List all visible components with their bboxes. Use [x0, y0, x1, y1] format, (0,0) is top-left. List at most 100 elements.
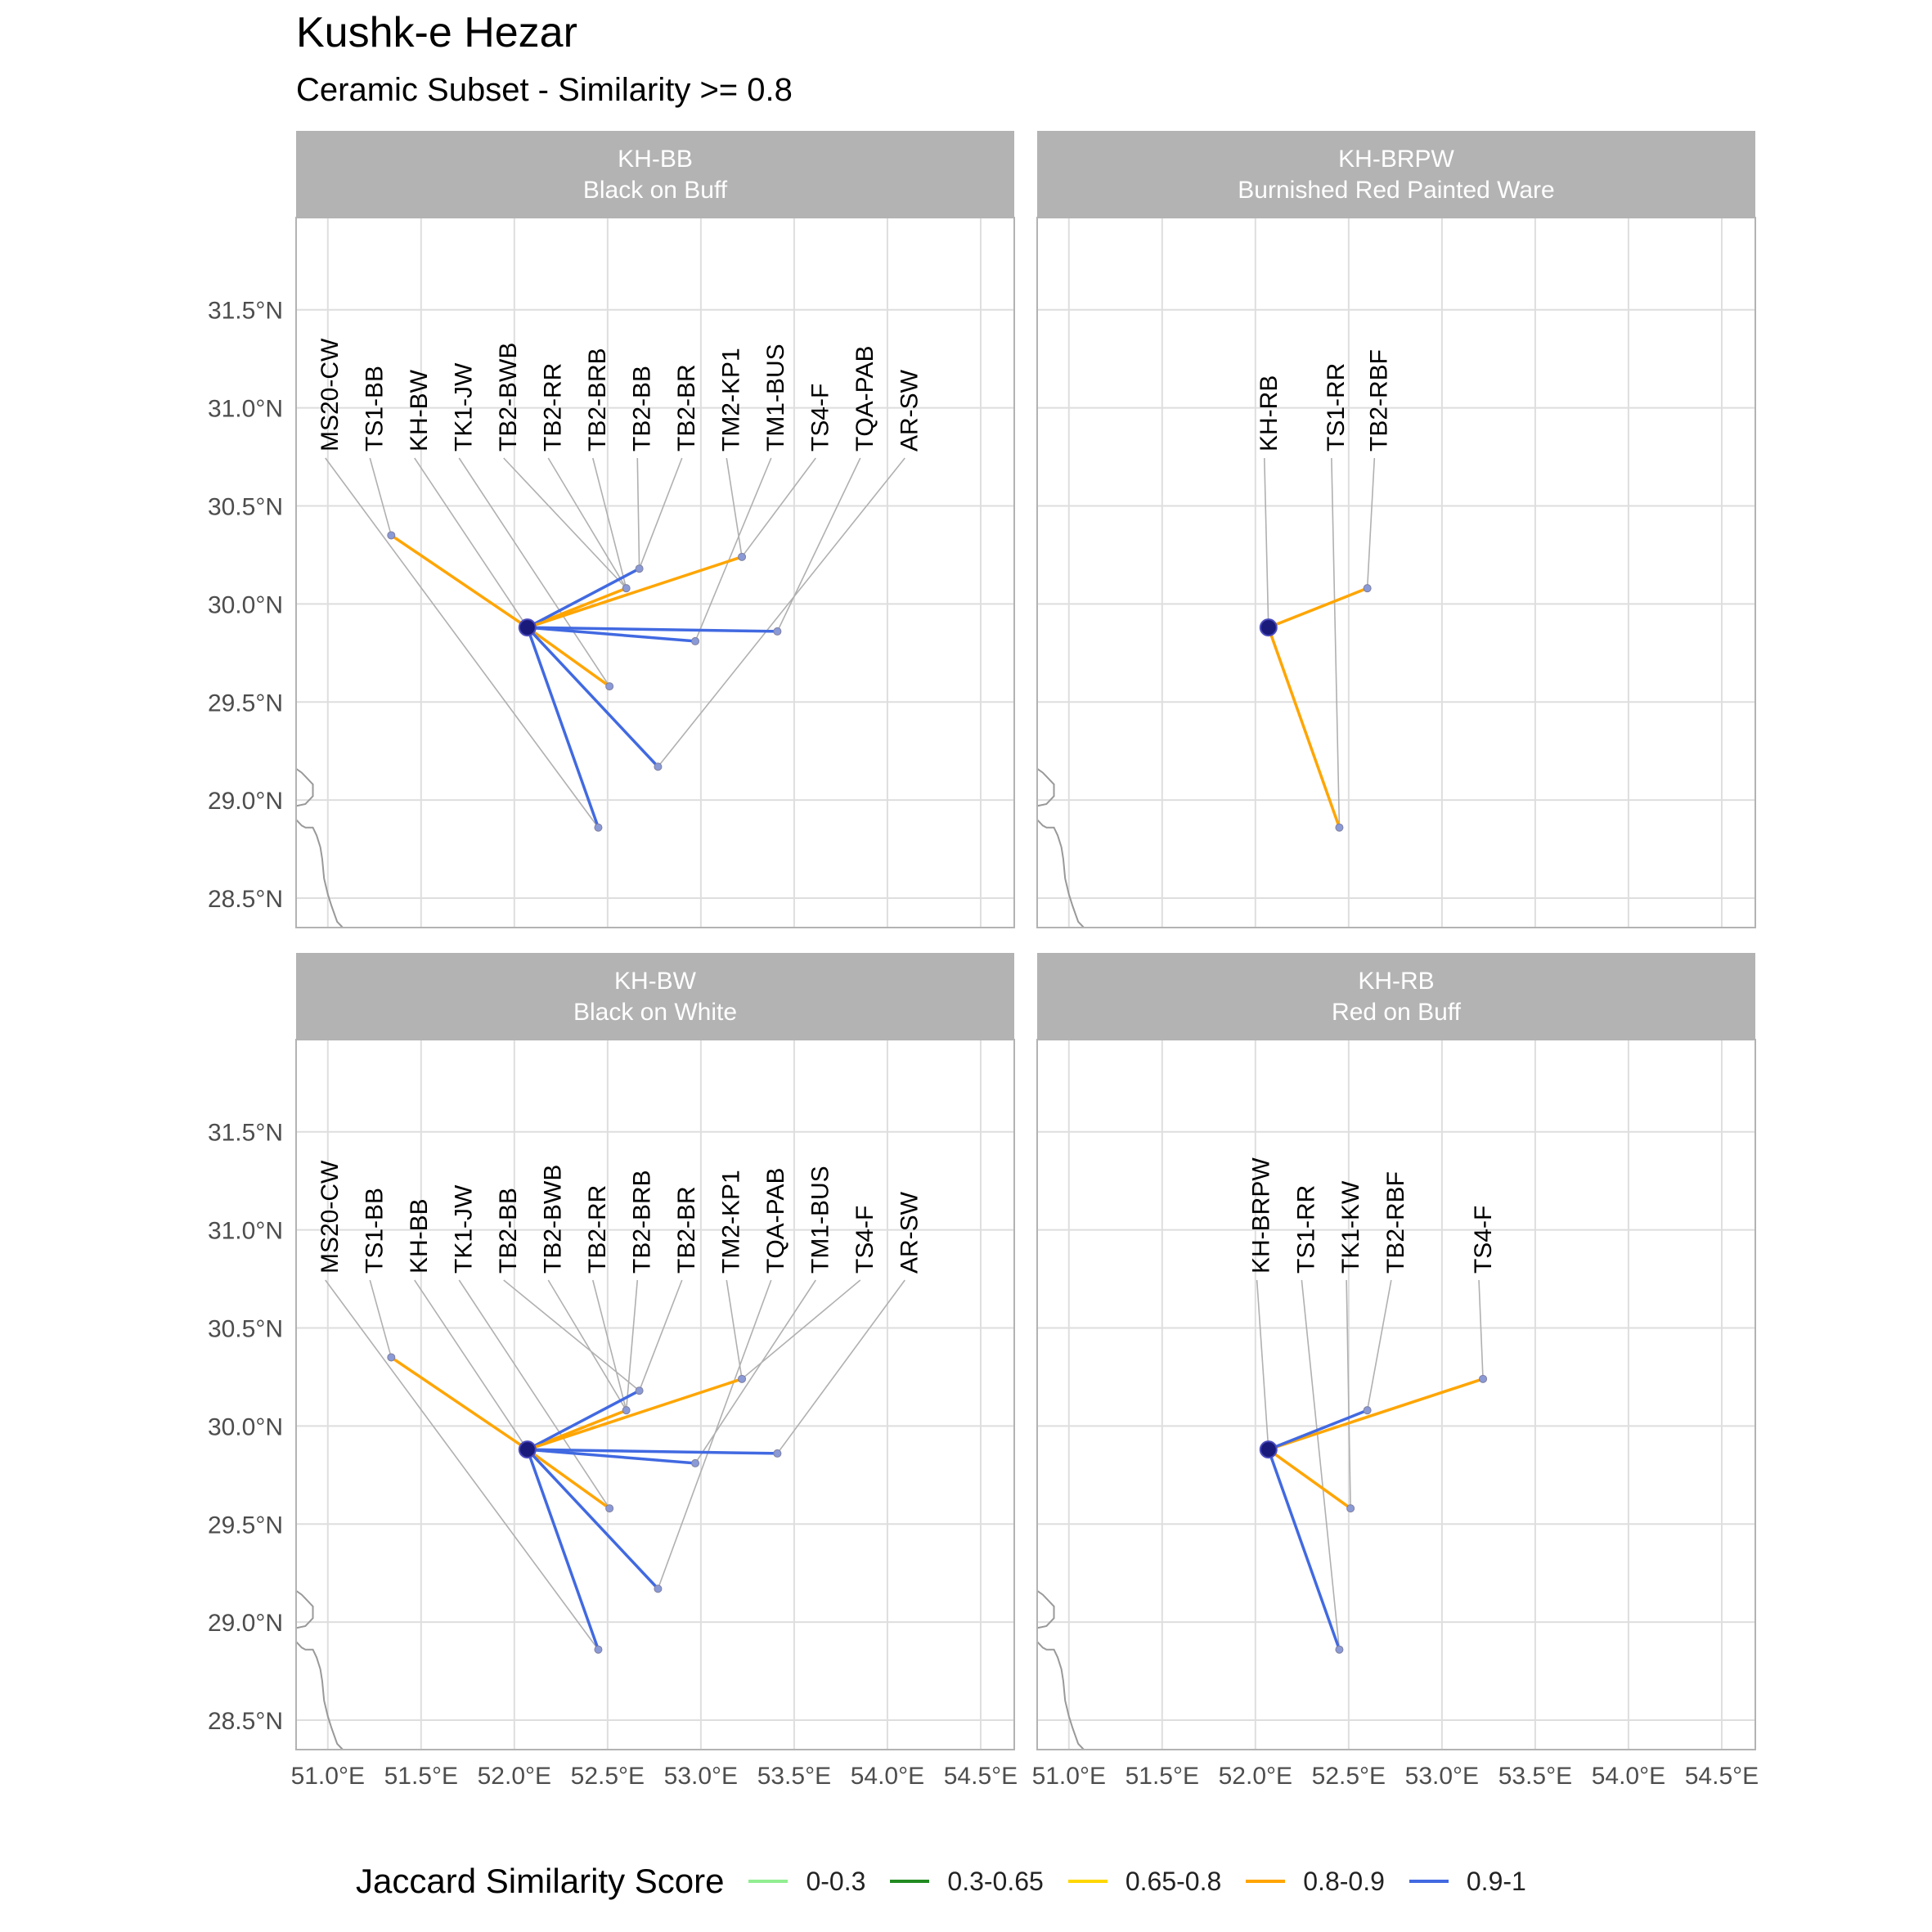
similarity-edge	[527, 555, 743, 629]
strip-subtitle: Black on Buff	[583, 177, 728, 204]
site-point	[773, 1449, 782, 1458]
similarity-edge	[527, 1448, 696, 1465]
site-label: TM2-KP1	[717, 348, 744, 452]
similarity-edge	[526, 627, 600, 829]
label-leader-line	[1301, 1279, 1341, 1650]
label-leader-line	[636, 457, 640, 569]
label-leader-line	[1366, 457, 1376, 589]
lat-tick-label: 31.5°N	[208, 1120, 283, 1147]
legend-label: 0-0.3	[806, 1866, 866, 1896]
site-point	[594, 1645, 603, 1654]
origin-point	[518, 618, 537, 637]
lat-tick-label: 30.0°N	[208, 1413, 283, 1440]
coastline	[295, 1641, 344, 1750]
lat-tick-label: 31.5°N	[208, 298, 283, 325]
lat-tick-label: 30.0°N	[208, 591, 283, 618]
site-label: TS1-BB	[361, 366, 388, 452]
label-leader-line	[1263, 457, 1269, 628]
coastline	[295, 767, 314, 807]
legend-swatch	[890, 1880, 930, 1883]
lon-tick-label: 52.0°E	[478, 1763, 551, 1790]
lon-tick-label: 53.0°E	[1405, 1763, 1479, 1790]
legend-label: 0.65-0.8	[1125, 1866, 1222, 1896]
site-label: TB2-BRB	[584, 348, 611, 452]
lat-tick-label: 30.5°N	[208, 1315, 283, 1342]
site-point	[622, 584, 631, 593]
site-label: TS1-RR	[1292, 1185, 1319, 1274]
site-label: TK1-JW	[450, 362, 477, 452]
legend-swatch	[1067, 1880, 1108, 1883]
lat-tick-label: 28.5°N	[208, 1708, 283, 1735]
label-leader-line	[414, 1279, 528, 1450]
lon-tick-label: 54.0°E	[1592, 1763, 1665, 1790]
site-label: TB2-RBF	[1365, 349, 1392, 452]
strip-title: KH-BRPW	[1338, 146, 1454, 173]
lat-tick-label: 30.5°N	[208, 493, 283, 520]
lon-tick-label: 51.0°E	[291, 1763, 365, 1790]
strip-subtitle: Burnished Red Painted Ware	[1238, 177, 1554, 204]
legend-swatch	[1246, 1880, 1286, 1883]
coastline	[1036, 1589, 1055, 1629]
lat-tick-label: 31.0°N	[208, 1218, 283, 1245]
label-leader-line	[591, 1279, 627, 1411]
site-point	[387, 531, 396, 540]
lon-tick-label: 54.0°E	[851, 1763, 924, 1790]
label-leader-line	[458, 457, 610, 687]
site-point	[1335, 1645, 1344, 1654]
site-point	[691, 636, 700, 645]
origin-point	[518, 1440, 537, 1459]
site-point	[1335, 823, 1344, 832]
site-point	[773, 627, 782, 636]
site-point	[1363, 1406, 1372, 1415]
strip-subtitle: Black on White	[573, 999, 737, 1026]
site-label: KH-BB	[406, 1198, 433, 1274]
similarity-edge	[1268, 1409, 1368, 1451]
similarity-edge	[526, 1448, 611, 1510]
site-label: MS20-CW	[317, 1160, 344, 1274]
coastline	[295, 819, 344, 928]
site-label: TB2-BWB	[495, 343, 522, 452]
similarity-edge	[526, 1448, 659, 1590]
label-leader-line	[1478, 1279, 1484, 1379]
origin-point	[1259, 618, 1278, 637]
similarity-edge	[1267, 1448, 1352, 1510]
similarity-edge	[390, 533, 528, 629]
site-point	[622, 1406, 631, 1415]
lon-tick-label: 51.5°E	[384, 1763, 458, 1790]
label-leader-line	[741, 457, 816, 558]
label-leader-line	[638, 1279, 683, 1391]
similarity-edge	[526, 626, 659, 768]
site-label: TM2-KP1	[717, 1170, 744, 1274]
legend-title: Jaccard Similarity Score	[356, 1862, 725, 1900]
site-label: TB2-BR	[673, 364, 700, 452]
label-leader-line	[503, 1279, 640, 1391]
similarity-edge	[526, 567, 640, 629]
site-label: KH-BW	[406, 369, 433, 452]
label-leader-line	[1331, 457, 1341, 828]
panel-border	[295, 217, 1015, 928]
site-label: TB2-RBF	[1382, 1171, 1409, 1274]
lat-tick-label: 28.5°N	[208, 886, 283, 913]
lon-tick-label: 54.5°E	[944, 1763, 1018, 1790]
similarity-edge	[1267, 627, 1341, 829]
legend-item-0.8-0.9: 0.8-0.9	[1246, 1867, 1385, 1897]
panel-KH-BRPW: KH-BRPW Burnished Red Painted Ware KH-RB TS…	[1036, 131, 1756, 928]
site-label: MS20-CW	[317, 338, 344, 452]
panel-KH-BW: KH-BW Black on White MS20-CW TS1-BB KH-BB TK1…	[208, 953, 1018, 1790]
lon-tick-label: 51.5°E	[1126, 1763, 1199, 1790]
site-point	[654, 1584, 663, 1593]
label-leader-line	[625, 1279, 639, 1411]
similarity-edge	[527, 626, 778, 633]
site-label: TB2-BWB	[539, 1165, 566, 1274]
similarity-edge	[526, 1389, 640, 1451]
panel-border	[295, 1039, 1015, 1750]
coastline	[1036, 1641, 1085, 1750]
site-point	[1346, 1504, 1355, 1513]
similarity-edge	[526, 1449, 600, 1651]
site-label: TS1-RR	[1323, 363, 1350, 452]
label-leader-line	[591, 457, 627, 589]
site-point	[738, 1374, 747, 1383]
coastline	[1036, 767, 1055, 807]
label-leader-line	[414, 457, 528, 628]
